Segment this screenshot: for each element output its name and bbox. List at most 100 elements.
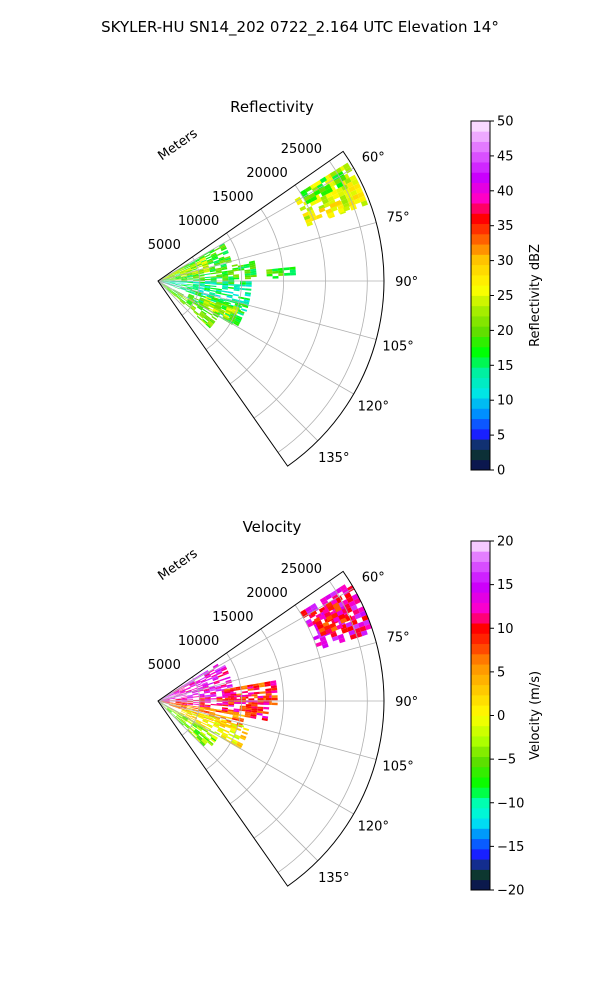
echo-cell — [192, 286, 199, 288]
echo-cell — [209, 709, 216, 712]
echo-cell — [272, 276, 279, 279]
echo-cell — [171, 291, 177, 296]
echo-cell — [175, 277, 182, 279]
echo-cell — [167, 707, 173, 712]
echo-cell — [174, 706, 181, 709]
colorbar-tick-label: −15 — [497, 840, 524, 855]
echo-cell — [188, 294, 194, 299]
echo-cell — [181, 279, 188, 280]
echo-cell — [205, 675, 212, 679]
echo-cell — [207, 741, 213, 747]
echo-cell — [201, 261, 208, 265]
echo-cell — [329, 590, 337, 598]
colorbar-segment — [471, 336, 490, 348]
echo-cell — [184, 303, 190, 308]
echo-cell — [239, 284, 246, 287]
echo-cell — [202, 308, 208, 313]
echo-cell — [192, 676, 199, 680]
echo-cell — [169, 695, 175, 698]
colorbar: 0 5 10 15 20 25 30 35 40 45 50 Reflectivity dBZ — [470, 115, 543, 479]
echo-cell — [169, 283, 176, 285]
echo-cell — [226, 684, 233, 687]
echo-cell — [204, 270, 210, 273]
echo-cell — [238, 724, 245, 728]
echo-cell — [245, 284, 252, 287]
echo-cell — [224, 311, 231, 315]
echo-cell — [227, 709, 234, 712]
echo-cell — [181, 703, 188, 706]
echo-cell — [197, 710, 204, 713]
echo-cell — [251, 710, 258, 713]
echo-cell — [187, 697, 194, 699]
echo-cell — [210, 272, 217, 275]
echo-cell — [205, 314, 211, 320]
echo-cell — [163, 276, 169, 279]
echo-cell — [187, 300, 193, 304]
echo-cell — [181, 698, 188, 700]
echo-cell — [180, 705, 187, 708]
radial-tick-label: 25000 — [281, 142, 322, 157]
echo-cell — [198, 300, 204, 305]
echo-cell — [186, 712, 193, 716]
echo-cell — [173, 289, 179, 293]
echo-cell — [187, 710, 194, 713]
echo-cell — [198, 693, 205, 696]
echo-cell — [202, 318, 208, 324]
echo-cell — [200, 678, 207, 683]
echo-cell — [172, 290, 178, 294]
echo-cell — [272, 270, 279, 274]
echo-cell — [198, 287, 205, 290]
echo-cell — [193, 283, 199, 286]
echo-cell — [199, 313, 205, 318]
echo-cell — [363, 619, 371, 626]
echo-cell — [199, 298, 206, 302]
echo-cell — [176, 295, 181, 300]
echo-cell — [163, 701, 170, 703]
echo-cell — [199, 732, 206, 737]
echo-cell — [183, 683, 189, 688]
echo-cell — [222, 273, 229, 276]
azimuth-spoke — [157, 642, 377, 702]
echo-cell — [163, 701, 170, 702]
echo-cell — [178, 687, 185, 691]
echo-cell — [193, 703, 199, 705]
echo-cell — [175, 702, 182, 703]
radial-tick-label: 5000 — [148, 658, 181, 673]
colorbar-segment — [471, 561, 490, 573]
echo-cell — [271, 702, 278, 706]
echo-cell — [329, 622, 337, 629]
colorbar-label: Reflectivity dBZ — [528, 244, 543, 347]
echo-cell — [217, 298, 224, 302]
echo-cell — [181, 699, 188, 701]
echo-cell — [207, 311, 213, 316]
echo-cell — [184, 723, 190, 728]
echo-cell — [187, 276, 193, 278]
echo-cell — [175, 695, 181, 698]
echo-cell — [169, 703, 176, 705]
echo-cell — [186, 695, 193, 697]
echo-cell — [348, 629, 356, 636]
echo-cell — [207, 259, 213, 263]
echo-region — [202, 296, 240, 323]
velocity-panel: Velocity 5000 10000 15000 20000 25000 Meters 60… — [148, 518, 543, 899]
echo-cell — [233, 711, 240, 715]
echo-cell — [213, 680, 220, 684]
echo-cell — [241, 731, 248, 735]
echo-cell — [324, 611, 332, 618]
echo-cell — [158, 701, 164, 702]
echo-cell — [249, 262, 256, 266]
echo-cell — [216, 277, 223, 279]
echo-cell — [306, 221, 313, 227]
echo-cell — [204, 288, 210, 291]
echo-cell — [334, 200, 342, 207]
azimuth-tick-label: 120° — [358, 399, 389, 414]
figure-suptitle: SKYLER-HU SN14_202 0722_2.164 UTC Elevat… — [101, 18, 499, 37]
echo-cell — [192, 288, 199, 291]
echo-cell — [198, 282, 205, 284]
echo-cell — [163, 698, 170, 701]
echo-cell — [175, 283, 182, 286]
echo-cell — [191, 687, 198, 691]
echo-cell — [224, 257, 231, 261]
colorbar-segment — [471, 541, 490, 552]
echo-cell — [191, 267, 197, 270]
